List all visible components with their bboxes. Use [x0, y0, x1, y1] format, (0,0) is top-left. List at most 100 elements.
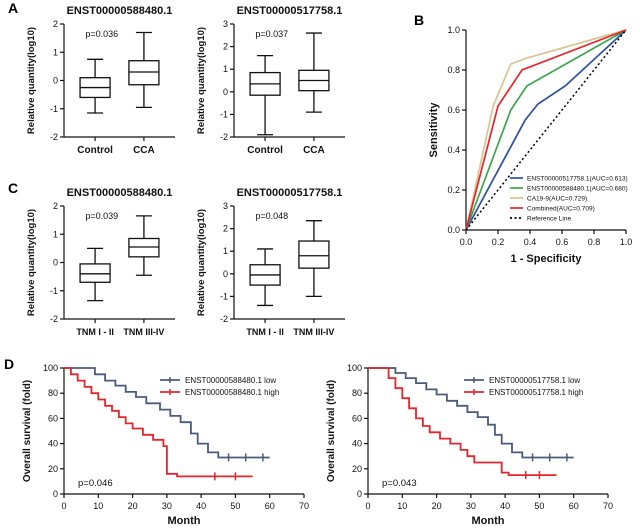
- svg-text:40: 40: [196, 501, 206, 511]
- km-survival-enst588480: 0 10 20 30 40 50 60 70 0 20 40 60 80 100 Month Overall …: [22, 363, 309, 527]
- svg-text:ENST00000517758.1: ENST00000517758.1: [237, 5, 343, 17]
- svg-text:0.2: 0.2: [447, 185, 460, 195]
- svg-text:-2: -2: [50, 314, 58, 324]
- svg-text:1: 1: [53, 229, 58, 239]
- svg-text:p=0.037: p=0.037: [255, 29, 288, 39]
- svg-text:1: 1: [223, 246, 228, 256]
- svg-text:30: 30: [466, 501, 476, 511]
- svg-text:3: 3: [223, 19, 228, 29]
- svg-text:80: 80: [352, 388, 362, 398]
- svg-text:0.4: 0.4: [447, 145, 460, 155]
- svg-text:-2: -2: [220, 314, 228, 324]
- svg-text:0: 0: [357, 489, 362, 499]
- svg-text:0: 0: [53, 489, 58, 499]
- svg-text:0.6: 0.6: [447, 105, 460, 115]
- svg-text:70: 70: [299, 501, 309, 511]
- svg-text:CCA: CCA: [133, 145, 155, 156]
- svg-text:2: 2: [223, 42, 228, 52]
- svg-text:100: 100: [43, 363, 58, 373]
- boxplot-control-cca-enst588480: ENST00000588480.1 -2 -1 0 1 2 Relative quantit…: [26, 5, 175, 156]
- svg-text:ENST00000588480.1 high: ENST00000588480.1 high: [185, 388, 279, 397]
- svg-text:-1: -1: [220, 291, 228, 301]
- svg-text:Relative quantity(log10): Relative quantity(log10): [26, 27, 37, 134]
- svg-text:1: 1: [223, 64, 228, 74]
- svg-text:ENST00000588480.1 low: ENST00000588480.1 low: [185, 376, 276, 385]
- svg-text:p=0.048: p=0.048: [255, 211, 288, 221]
- svg-text:60: 60: [48, 413, 58, 423]
- svg-text:Month: Month: [168, 515, 201, 527]
- svg-text:20: 20: [48, 464, 58, 474]
- svg-text:Month: Month: [472, 515, 505, 527]
- svg-text:40: 40: [352, 439, 362, 449]
- svg-text:20: 20: [352, 464, 362, 474]
- svg-text:30: 30: [162, 501, 172, 511]
- svg-text:50: 50: [534, 501, 544, 511]
- svg-text:Overall survival (fold): Overall survival (fold): [326, 380, 337, 482]
- svg-text:ENST00000517758.1 high: ENST00000517758.1 high: [489, 388, 583, 397]
- svg-text:TNM III-IV: TNM III-IV: [123, 327, 164, 337]
- svg-text:TNM I - II: TNM I - II: [76, 327, 114, 337]
- svg-text:CCA: CCA: [303, 145, 325, 156]
- svg-text:0: 0: [223, 87, 228, 97]
- boxplot-tnm-enst588480: ENST00000588480.1 -2 -1 0 1 2 Relative quantit…: [26, 187, 175, 337]
- boxplot-control-cca-enst517758: ENST00000517758.1 -2 -1 0 1 2 3 Relative quanti…: [196, 5, 345, 156]
- svg-text:-1: -1: [50, 286, 58, 296]
- panel-label-d: D: [4, 356, 15, 372]
- svg-text:1: 1: [53, 47, 58, 57]
- svg-text:0: 0: [53, 76, 58, 86]
- svg-text:0.8: 0.8: [588, 237, 601, 247]
- svg-text:Overall survival (fold): Overall survival (fold): [22, 380, 33, 482]
- svg-text:70: 70: [603, 501, 613, 511]
- km-survival-enst517758: 0 10 20 30 40 50 60 70 0 20 40 60 80 100 Month Overall …: [326, 363, 613, 527]
- svg-text:3: 3: [223, 201, 228, 211]
- svg-text:60: 60: [352, 413, 362, 423]
- svg-text:p=0.046: p=0.046: [78, 478, 113, 489]
- svg-text:TNM III-IV: TNM III-IV: [293, 327, 334, 337]
- svg-text:ENST00000588480.1(AUC=0.680): ENST00000588480.1(AUC=0.680): [527, 186, 628, 193]
- svg-text:80: 80: [48, 388, 58, 398]
- svg-text:40: 40: [48, 439, 58, 449]
- svg-text:p=0.043: p=0.043: [382, 478, 417, 489]
- svg-text:Sensitivity: Sensitivity: [428, 102, 440, 158]
- svg-text:-1: -1: [220, 109, 228, 119]
- svg-text:p=0.036: p=0.036: [85, 29, 118, 39]
- svg-text:TNM I - II: TNM I - II: [246, 327, 284, 337]
- svg-text:100: 100: [347, 363, 362, 373]
- svg-text:Relative quantity(log10): Relative quantity(log10): [196, 209, 207, 316]
- svg-text:0.4: 0.4: [524, 237, 537, 247]
- svg-text:2: 2: [53, 201, 58, 211]
- svg-text:p=0.039: p=0.039: [85, 211, 118, 221]
- panel-label-c: C: [8, 180, 19, 196]
- svg-text:20: 20: [128, 501, 138, 511]
- svg-text:2: 2: [53, 19, 58, 29]
- roc-curve-chart: 0.0 0.2 0.4 0.6 0.8 1.0 0.0 0.2 0.4 0.6 0.8 1.0 1 - …: [428, 25, 632, 265]
- svg-text:10: 10: [93, 501, 103, 511]
- svg-text:-1: -1: [50, 104, 58, 114]
- svg-text:Control: Control: [247, 145, 283, 156]
- svg-text:ENST00000588480.1: ENST00000588480.1: [67, 5, 173, 17]
- svg-text:20: 20: [432, 501, 442, 511]
- svg-text:0.0: 0.0: [460, 237, 473, 247]
- svg-text:1.0: 1.0: [447, 25, 460, 35]
- svg-text:Reference Line: Reference Line: [527, 216, 571, 223]
- svg-text:0: 0: [365, 501, 370, 511]
- svg-text:ENST00000517758.1(AUC=0.613): ENST00000517758.1(AUC=0.613): [527, 176, 628, 183]
- svg-text:2: 2: [223, 224, 228, 234]
- svg-text:Relative quantity(log10): Relative quantity(log10): [196, 27, 207, 134]
- svg-text:Control: Control: [77, 145, 113, 156]
- boxplot-tnm-enst517758: ENST00000517758.1 -2 -1 0 1 2 3 Relative quanti…: [196, 187, 345, 337]
- svg-text:Relative quantity(log10): Relative quantity(log10): [26, 209, 37, 316]
- svg-text:1 - Specificity: 1 - Specificity: [511, 253, 583, 265]
- svg-text:0.2: 0.2: [492, 237, 505, 247]
- svg-text:0.8: 0.8: [447, 65, 460, 75]
- svg-text:ENST00000517758.1 low: ENST00000517758.1 low: [489, 376, 580, 385]
- svg-text:-2: -2: [220, 132, 228, 142]
- svg-text:ENST00000588480.1: ENST00000588480.1: [67, 187, 173, 199]
- svg-text:0.0: 0.0: [447, 225, 460, 235]
- svg-text:0: 0: [53, 258, 58, 268]
- svg-text:0: 0: [61, 501, 66, 511]
- svg-text:0: 0: [223, 269, 228, 279]
- svg-text:0.6: 0.6: [556, 237, 569, 247]
- panel-label-a: A: [8, 0, 19, 16]
